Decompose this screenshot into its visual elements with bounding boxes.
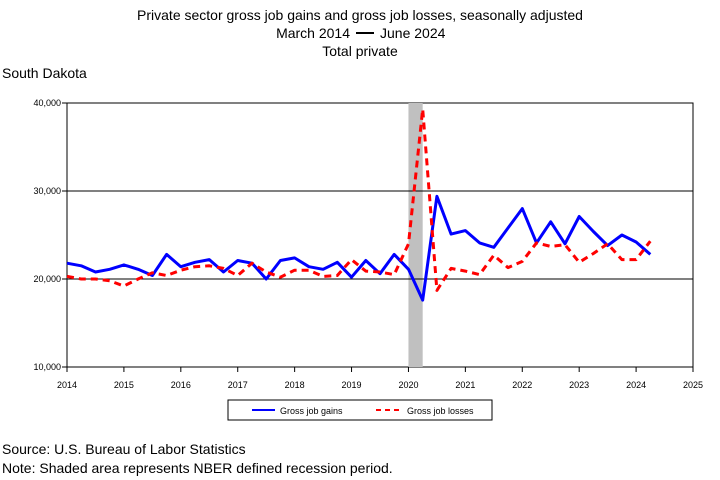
date-range-end: June 2024 bbox=[380, 25, 446, 41]
plot-area bbox=[66, 102, 694, 368]
x-tick-label: 2015 bbox=[114, 380, 134, 390]
legend-label-gains: Gross job gains bbox=[280, 406, 343, 416]
y-tick-label: 40,000 bbox=[33, 98, 61, 108]
date-range-start: March 2014 bbox=[276, 25, 350, 41]
x-tick-label: 2022 bbox=[512, 380, 532, 390]
y-tick-label: 10,000 bbox=[33, 362, 61, 372]
chart-title: Private sector gross job gains and gross… bbox=[137, 7, 583, 23]
x-tick-label: 2025 bbox=[683, 380, 703, 390]
legend-box bbox=[227, 399, 493, 421]
x-tick-label: 2020 bbox=[398, 380, 418, 390]
series-line-gross-job-gains bbox=[66, 194, 652, 302]
series-line-gross-job-losses bbox=[66, 107, 652, 292]
gridlines bbox=[67, 190, 693, 280]
x-tick-label: 2019 bbox=[342, 380, 362, 390]
legend-label-losses: Gross job losses bbox=[407, 406, 474, 416]
x-tick-label: 2016 bbox=[171, 380, 191, 390]
x-tick-label: 2018 bbox=[285, 380, 305, 390]
x-tick-label: 2024 bbox=[626, 380, 646, 390]
axes: 2014 2015 2016 2017 2018 2019 2020 2021 2022 2023… bbox=[33, 98, 703, 390]
y-tick-label: 20,000 bbox=[33, 274, 61, 284]
recession-band bbox=[408, 103, 423, 367]
x-tick-label: 2023 bbox=[569, 380, 589, 390]
x-tick-label: 2014 bbox=[57, 380, 77, 390]
x-tick-label: 2021 bbox=[455, 380, 475, 390]
recession-note: Note: Shaded area represents NBER define… bbox=[2, 460, 393, 476]
chart-subtitle: Total private bbox=[322, 43, 398, 59]
x-tick-label: 2017 bbox=[228, 380, 248, 390]
y-tick-label: 30,000 bbox=[33, 186, 61, 196]
source-note: Source: U.S. Bureau of Labor Statistics bbox=[2, 441, 246, 457]
series-layer bbox=[66, 107, 652, 302]
region-label: South Dakota bbox=[2, 65, 87, 81]
recession-shading-layer bbox=[408, 103, 423, 367]
